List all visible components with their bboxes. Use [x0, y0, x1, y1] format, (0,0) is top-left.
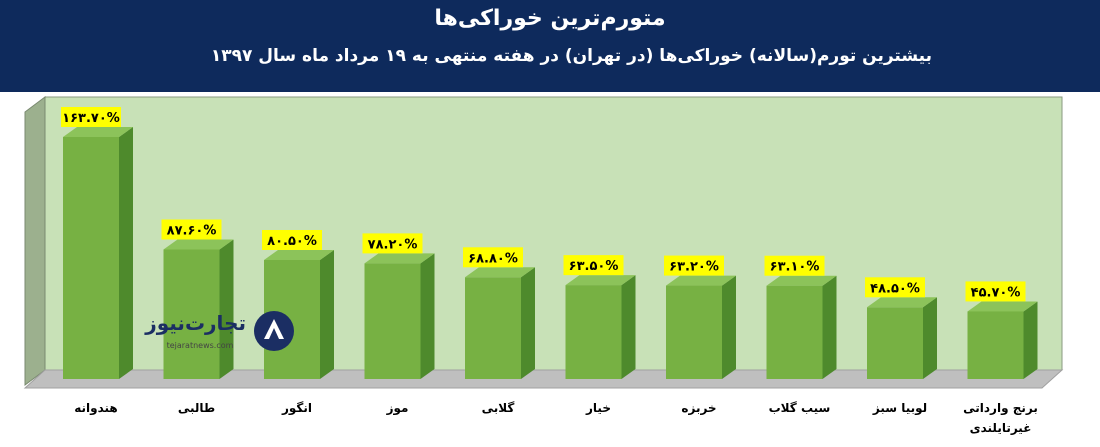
bar-top [364, 253, 435, 264]
bar-top [967, 301, 1038, 312]
bar [163, 249, 220, 379]
plot-side-wall [24, 96, 46, 386]
data-label: ۴۸.۵۰% [870, 281, 920, 296]
logo-url: tejaratnews.com [166, 341, 234, 350]
data-label-box [563, 255, 624, 276]
bar-top [465, 267, 535, 278]
data-label-box [61, 107, 121, 127]
data-label: ۸۰.۵۰% [267, 234, 317, 249]
bar-side [320, 249, 334, 379]
category-label: خیار [585, 401, 611, 415]
bar [867, 307, 923, 379]
bar [465, 277, 521, 379]
bar [967, 311, 1024, 379]
bar-top [163, 239, 234, 250]
bar-side [1023, 301, 1038, 379]
data-label: ۶۳.۵۰% [569, 259, 619, 274]
category-label: هندوانه [74, 401, 118, 416]
bar-side [822, 275, 837, 379]
category-label: طالبی [178, 401, 215, 415]
category-label: غیرتایلندی [970, 421, 1032, 435]
tejaratnews-logo: تجارت‌نیوز tejaratnews.com [145, 303, 300, 363]
bar [364, 263, 421, 379]
bar-side [219, 239, 234, 379]
tejaratnews-logo-icon [254, 311, 294, 351]
bar-side [923, 297, 937, 379]
data-label-box [161, 219, 222, 240]
data-label: ۶۸.۸۰% [468, 251, 518, 266]
data-label-box [764, 255, 825, 276]
bar [766, 285, 823, 379]
data-label-box [664, 255, 724, 276]
data-label-box [463, 247, 523, 268]
data-label: ۶۳.۱۰% [770, 260, 820, 275]
category-label: موز [386, 401, 409, 416]
data-label: ۷۸.۲۰% [368, 237, 418, 252]
data-label-box [965, 281, 1026, 302]
bar-top [264, 249, 334, 260]
bar-side [521, 267, 535, 379]
data-label: ۱۶۳.۷۰% [62, 111, 120, 126]
chart-title: متورم‌ترین خوراکی‌ها [434, 6, 666, 31]
chart-subtitle: بیشترین تورم(سالانه) خوراکی‌ها (در تهران… [210, 46, 932, 66]
category-label: لوبیا سبز [872, 401, 927, 416]
category-label: خربزه [681, 401, 716, 415]
category-label: انگور [281, 401, 312, 416]
bar-side [621, 275, 636, 379]
data-label-box [362, 233, 423, 254]
bar [63, 137, 119, 379]
data-label-box [262, 229, 322, 250]
data-label: ۶۳.۲۰% [669, 260, 719, 275]
bar [565, 285, 622, 379]
bar-top [867, 297, 937, 308]
bar-side [420, 253, 435, 379]
logo-name: تجارت‌نیوز [145, 311, 246, 335]
data-label: ۴۵.۷۰% [971, 285, 1021, 300]
bar-side [722, 275, 736, 379]
bar-top [666, 275, 736, 286]
bar-side [119, 127, 133, 379]
bar-top [766, 275, 837, 286]
bar [666, 285, 722, 379]
category-label: برنج وارداتی [963, 401, 1038, 416]
bar-top [565, 275, 636, 286]
chart-header: متورم‌ترین خوراکی‌ها بیشترین تورم(سالانه… [0, 0, 1100, 92]
bar-top [63, 127, 133, 137]
data-label-box [865, 277, 925, 298]
bar-chart: ۱۶۳.۷۰% ۸۷.۶۰% ۸۰.۵۰% ۷۸.۲۰% ۶۸.۸۰% ۶۳.۵۰% ۶۳.… [23, 96, 1064, 435]
category-label: گلابی [482, 401, 515, 415]
data-label: ۸۷.۶۰% [167, 223, 217, 238]
category-label: سیب گلاب [769, 401, 831, 415]
